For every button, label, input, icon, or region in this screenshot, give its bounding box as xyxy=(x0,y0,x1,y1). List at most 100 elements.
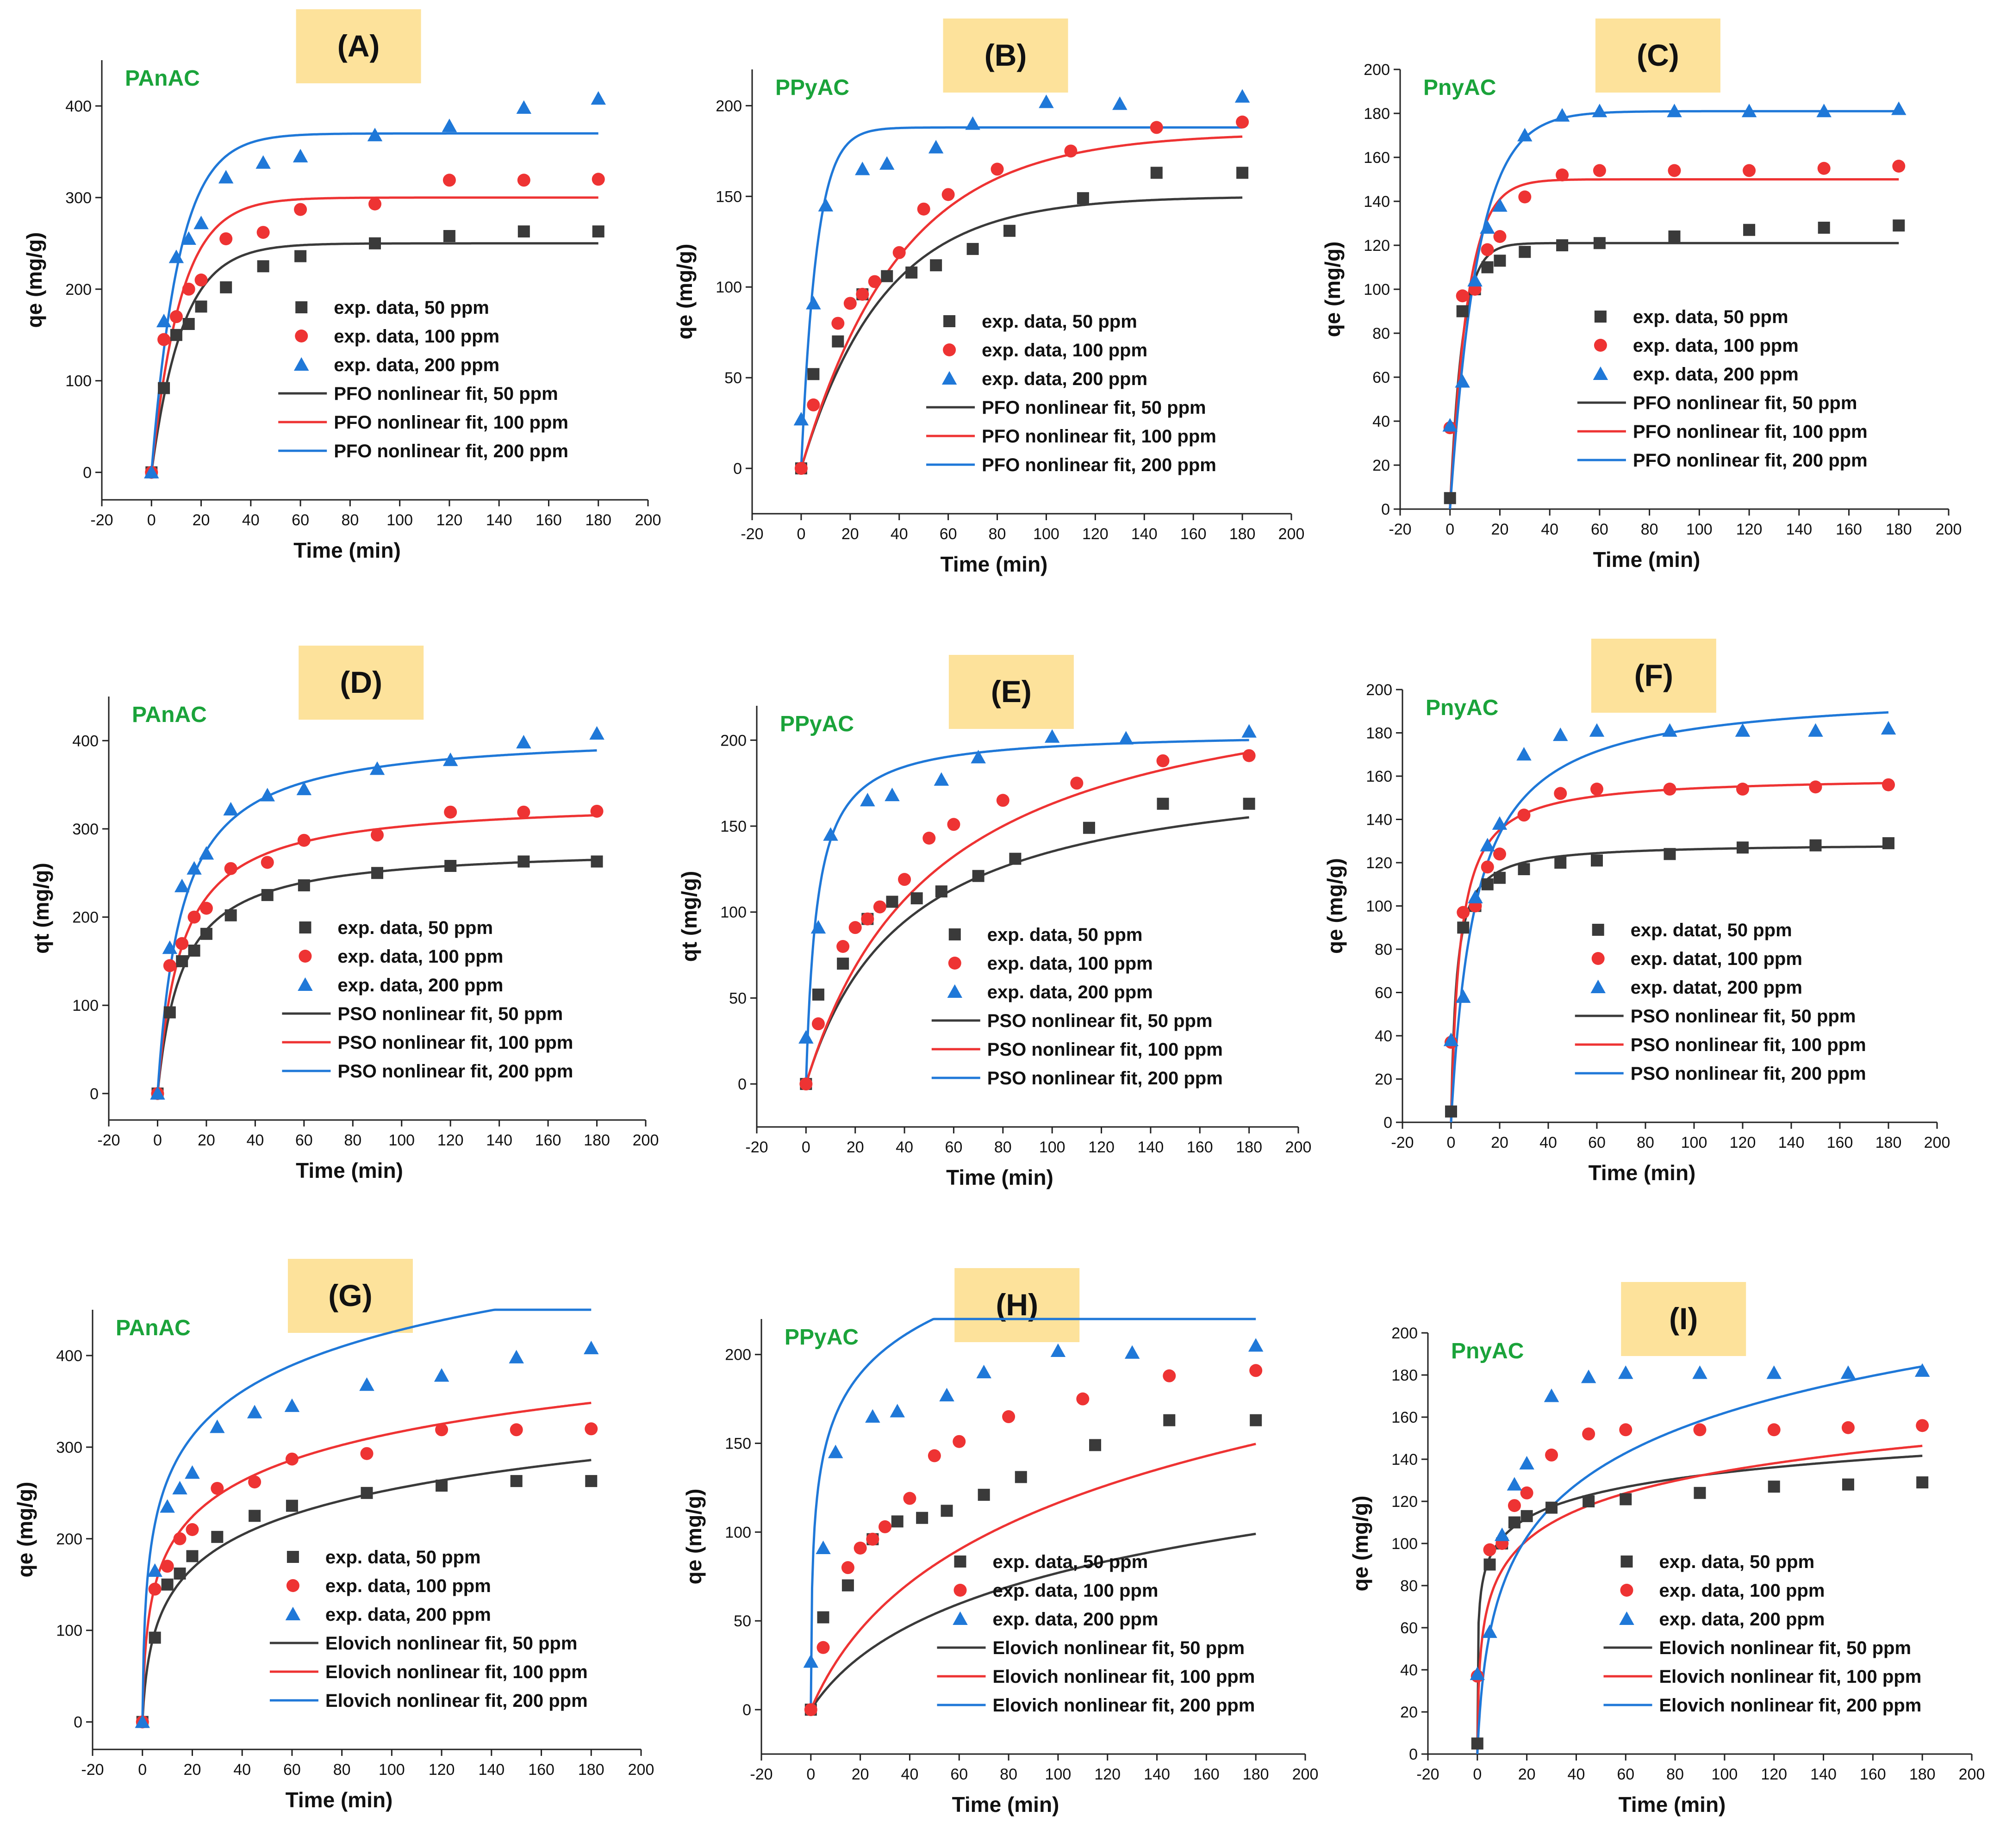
legend: exp. data, 50 ppm exp. data, 100 ppm exp. … xyxy=(926,311,1216,475)
data-point xyxy=(848,921,862,934)
data-point xyxy=(1471,1737,1483,1750)
y-tick-label: 60 xyxy=(1375,984,1392,1002)
data-point xyxy=(1882,778,1895,791)
data-point xyxy=(285,1452,299,1466)
data-point xyxy=(1743,224,1756,236)
data-point xyxy=(1243,797,1255,810)
y-tick-label: 160 xyxy=(1364,149,1390,167)
data-point xyxy=(369,237,381,249)
data-point xyxy=(161,1560,174,1573)
y-tick-label: 100 xyxy=(1391,1535,1418,1553)
data-point xyxy=(517,805,530,819)
x-tick-label: -20 xyxy=(90,511,113,529)
data-point xyxy=(1668,164,1681,177)
data-point xyxy=(1816,104,1832,118)
data-point xyxy=(444,805,457,819)
data-point xyxy=(991,162,1004,176)
data-point xyxy=(435,1423,449,1437)
panel-label: (B) xyxy=(984,38,1027,72)
data-point xyxy=(1493,230,1507,243)
data-point xyxy=(1493,847,1506,861)
legend-entry: exp. data, 50 ppm xyxy=(337,918,493,938)
legend-entry: exp. datat, 200 ppm xyxy=(1631,977,1802,998)
data-point xyxy=(1468,890,1483,903)
legend-marker xyxy=(1620,1584,1633,1597)
x-tick-label: 120 xyxy=(1088,1139,1115,1156)
legend-entry: PSO nonlinear fit, 50 ppm xyxy=(1631,1006,1856,1027)
data-point xyxy=(1556,239,1569,251)
data-point xyxy=(806,296,821,310)
x-tick-label: 40 xyxy=(1539,1134,1557,1151)
x-tick-label: 80 xyxy=(333,1761,351,1779)
data-point xyxy=(175,937,189,950)
data-point xyxy=(188,945,200,957)
data-point xyxy=(804,1703,817,1717)
data-point xyxy=(1581,1369,1596,1383)
data-point xyxy=(443,230,455,242)
y-tick-label: 120 xyxy=(1364,237,1390,255)
y-tick-label: 160 xyxy=(1391,1409,1418,1426)
y-tick-label: 180 xyxy=(1391,1367,1418,1384)
x-tick-label: 80 xyxy=(1666,1766,1684,1783)
y-tick-label: 200 xyxy=(1391,1325,1418,1342)
y-tick-label: 40 xyxy=(1375,1027,1392,1045)
data-point xyxy=(854,1541,867,1555)
legend-marker xyxy=(295,330,308,342)
data-point xyxy=(1150,121,1163,134)
legend-marker xyxy=(287,1551,299,1563)
x-tick-label: 160 xyxy=(536,511,562,529)
data-point xyxy=(947,818,960,831)
x-tick-label: 100 xyxy=(1045,1766,1072,1783)
data-point xyxy=(1667,104,1682,118)
x-tick-label: 120 xyxy=(1082,525,1109,543)
data-point xyxy=(176,955,188,967)
data-point xyxy=(286,1500,298,1512)
data-point xyxy=(910,892,923,904)
data-point xyxy=(1892,160,1906,173)
panel-label: (E) xyxy=(991,674,1032,709)
data-point xyxy=(1481,261,1494,274)
legend-marker xyxy=(1619,1611,1634,1625)
legend: exp. data, 50 ppm exp. data, 100 ppm exp. … xyxy=(282,918,573,1082)
legend-entry: Elovich nonlinear fit, 50 ppm xyxy=(325,1633,578,1654)
x-tick-label: 20 xyxy=(193,511,210,529)
legend-marker xyxy=(954,1556,966,1568)
material-label: PnyAC xyxy=(1426,696,1498,720)
y-tick-label: 20 xyxy=(1372,457,1390,474)
x-tick-label: -20 xyxy=(97,1132,120,1149)
y-tick-label: 100 xyxy=(725,1524,751,1541)
panel-h: (H) PPyAC -20 0 20 40 60 80 100 120 140 160 180 200 0 5… xyxy=(682,1268,1318,1817)
data-point xyxy=(182,282,195,296)
legend-entry: exp. data, 200 ppm xyxy=(1659,1609,1825,1630)
panel-label: (I) xyxy=(1669,1301,1698,1336)
data-point xyxy=(1735,723,1751,737)
fit-curve-100ppm xyxy=(800,135,1243,469)
data-point xyxy=(182,318,195,330)
x-tick-label: 140 xyxy=(1144,1766,1170,1783)
x-tick-label: 200 xyxy=(1936,521,1962,538)
data-point xyxy=(1494,871,1506,884)
legend: exp. data, 50 ppm exp. data, 100 ppm exp. … xyxy=(1577,307,1868,471)
fit-curve-100ppm xyxy=(810,1443,1256,1711)
series-100ppm xyxy=(804,1364,1263,1717)
legend-entry: exp. data, 200 ppm xyxy=(325,1605,491,1625)
x-tick-label: 160 xyxy=(1187,1139,1213,1156)
data-point xyxy=(1241,724,1257,738)
x-tick-label: 140 xyxy=(1786,521,1812,538)
data-point xyxy=(1693,1423,1707,1437)
data-point xyxy=(1112,96,1128,110)
data-point xyxy=(996,794,1009,807)
data-point xyxy=(905,266,918,279)
panel-label-box xyxy=(954,1268,1080,1342)
legend-entry: exp. data, 200 ppm xyxy=(1633,364,1799,385)
y-tick-label: 400 xyxy=(65,98,92,115)
data-point xyxy=(195,300,207,313)
x-tick-label: 40 xyxy=(1541,521,1558,538)
legend-entry: PSO nonlinear fit, 50 ppm xyxy=(337,1004,563,1024)
legend-marker xyxy=(1592,924,1604,936)
y-tick-label: 160 xyxy=(1366,768,1392,785)
data-point xyxy=(1249,1364,1263,1377)
y-tick-label: 300 xyxy=(56,1439,82,1456)
series-100ppm xyxy=(794,115,1249,475)
legend-marker xyxy=(1591,952,1605,965)
